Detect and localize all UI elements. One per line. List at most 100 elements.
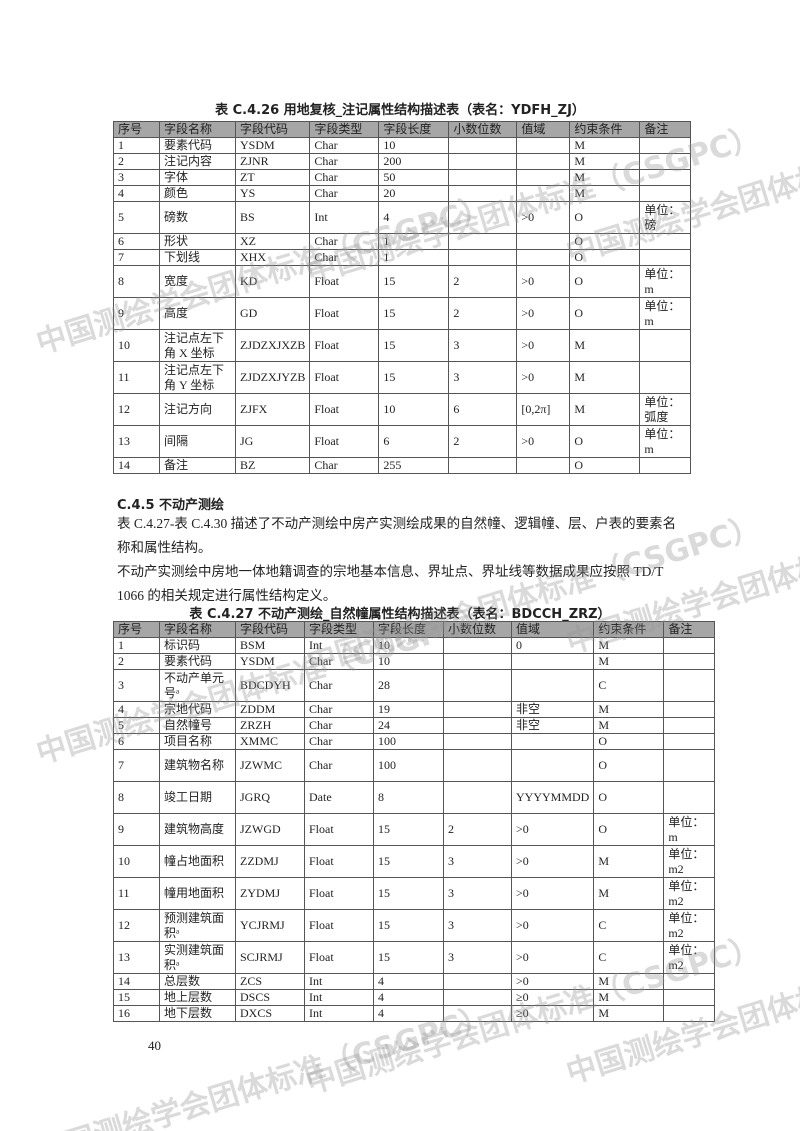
column-header: 字段长度 [373,621,444,638]
table-cell: Char [304,717,374,734]
table-cell: 5 [113,717,160,734]
column-header: 字段代码 [235,621,305,638]
table-cell: M [593,877,665,910]
table-cell: >0 [510,973,595,990]
table-cell: KD [234,265,311,298]
table-cell: 3 [443,845,512,878]
table-cell [639,249,692,266]
table-cell: 15 [378,329,450,362]
table-row: 10 注记点左下角 X 坐标 ZJDZXJXZB Float 15 3 >0 M [113,329,692,362]
table-cell: 3 [448,329,518,362]
table-cell: Char [309,137,380,154]
table-cell: 注记点左下角 Y 坐标 [159,361,236,394]
table-cell: 200 [378,153,450,170]
column-header: 字段名称 [159,621,236,638]
table-cell: 50 [378,169,450,186]
table-cell [663,637,716,654]
column-header: 字段名称 [159,121,236,138]
table-cell: Int [309,201,380,234]
table-cell: 注记方向 [159,393,236,426]
table-cell: O [593,813,665,846]
table-cell [639,361,692,394]
table-cell: ZRZH [235,717,305,734]
table-cell: 10 [378,393,450,426]
table-cell: 预测建筑面积ᵃ [159,909,236,942]
column-header: 字段代码 [234,121,311,138]
table-cell: Int [304,637,374,654]
table-cell [443,733,512,750]
table-cell: M [569,137,641,154]
table-cell: Int [304,989,374,1006]
table-cell: >0 [510,845,595,878]
table-cell: Float [304,813,374,846]
table-cell: 7 [113,749,160,782]
table-cell: M [569,185,641,202]
table-cell: 15 [373,813,444,846]
table-cell: 13 [113,425,160,458]
table-cell: ZYDMJ [235,877,305,910]
table-cell: 15 [373,877,444,910]
table-cell: 3 [443,877,512,910]
table-cell: ZZDMJ [235,845,305,878]
table-cell: M [593,989,665,1006]
table-row: 7 建筑物名称 JZWMC Char 100 O [113,749,716,782]
table-cell [639,329,692,362]
table-cell: 建筑物高度 [159,813,236,846]
table-cell: Char [309,153,380,170]
table-cell: 15 [378,265,450,298]
table-cell: 磅数 [159,201,236,234]
table-cell: 10 [373,637,444,654]
table-cell: 8 [113,265,160,298]
table-cell: 0 [510,637,595,654]
attribute-table-bdcch-zrz: 序号 字段名称 字段代码 字段类型 字段长度 小数位数 值域 约束条件 备注 1 标识码 BSM Int… [113,621,716,1022]
table-row: 14 总层数 ZCS Int 4 >0 M [113,973,716,990]
table-cell: 15 [113,989,160,1006]
table-cell [663,749,716,782]
table-cell: 实测建筑面积ᵃ [159,941,236,974]
table-cell: Char [309,233,380,250]
table-cell [510,733,595,750]
table-cell [443,669,512,702]
table-cell: M [569,361,641,394]
table-row: 4 颜色 YS Char 20 M [113,185,692,202]
table-header-row: 序号 字段名称 字段代码 字段类型 字段长度 小数位数 值域 约束条件 备注 [113,121,692,138]
table-cell: ZJDZXJYZB [234,361,311,394]
column-header: 值域 [516,121,571,138]
table-cell: 3 [443,909,512,942]
table-cell: Char [304,733,374,750]
table-row: 12 注记方向 ZJFX Float 10 6 [0,2π] M 单位：弧度 [113,393,692,426]
table-cell: 地下层数 [159,1005,236,1022]
table-cell: 不动产单元号ᵃ [159,669,236,702]
table-cell: 注记点左下角 X 坐标 [159,329,236,362]
table-cell: 15 [373,909,444,942]
column-header: 序号 [113,121,160,138]
table-cell: Char [304,701,374,718]
column-header: 值域 [510,621,595,638]
table-cell: 15 [373,845,444,878]
table-cell: 15 [378,297,450,330]
page-number: 40 [148,1038,161,1053]
table-cell [510,653,595,670]
column-header: 备注 [663,621,716,638]
table-cell: SCJRMJ [235,941,305,974]
table-cell: Float [304,877,374,910]
table-cell: Char [304,669,374,702]
table-cell: Char [309,185,380,202]
paragraph: 不动产实测绘中房地一体地籍调查的宗地基本信息、界址点、界址线等数据成果应按照 T… [117,564,664,603]
attribute-table-ydfh-zj: 序号 字段名称 字段代码 字段类型 字段长度 小数位数 值域 约束条件 备注 1 要素代码 YSDM C… [113,121,692,474]
paragraph: 表 C.4.27-表 C.4.30 描述了不动产测绘中房产实测绘成果的自然幢、逻… [117,516,677,555]
table-cell: 2 [113,153,160,170]
table-cell: 1 [378,233,450,250]
table-cell: BZ [234,457,311,474]
table-cell: DXCS [235,1005,305,1022]
table-row: 1 标识码 BSM Int 10 0 M [113,637,716,654]
table-cell: Char [309,457,380,474]
table-cell: ZT [234,169,311,186]
table-cell: DSCS [235,989,305,1006]
table-cell: O [569,249,641,266]
table-cell [516,249,571,266]
table-cell: 单位：m2 [663,941,716,974]
table-cell: XMMC [235,733,305,750]
table-cell: 备注 [159,457,236,474]
table-cell: 11 [113,361,160,394]
